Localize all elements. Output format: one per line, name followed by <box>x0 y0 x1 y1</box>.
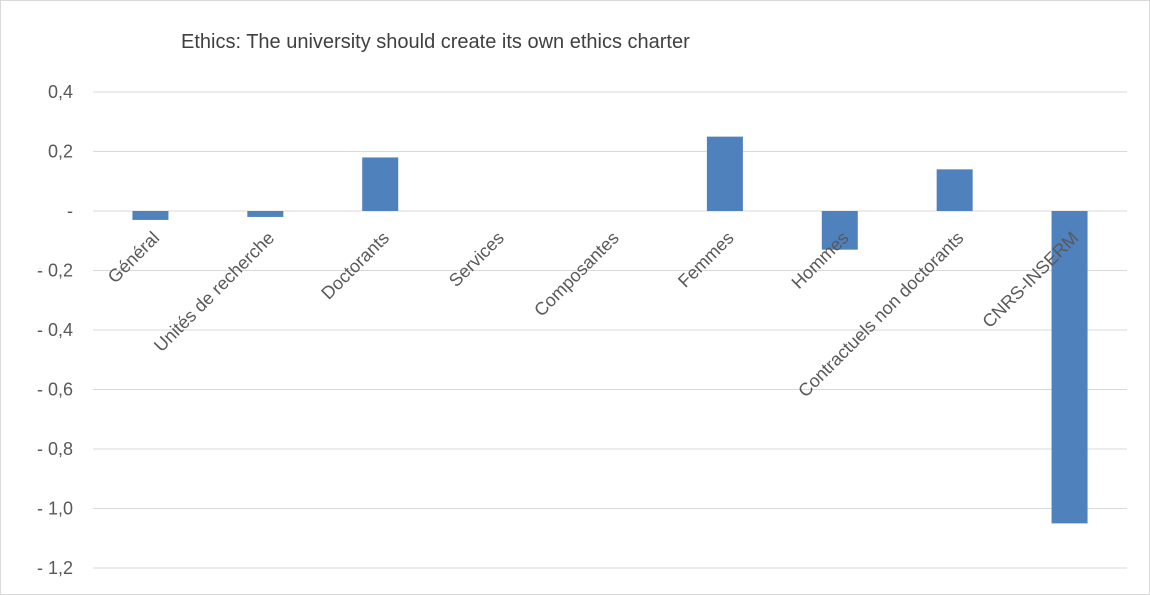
chart-title: Ethics: The university should create its… <box>181 31 690 53</box>
bar-8 <box>1051 211 1088 524</box>
y-tick-label: - 1,2 <box>37 558 73 578</box>
y-tick-label: 0,2 <box>48 142 73 162</box>
category-label: Composantes <box>530 228 623 321</box>
gridlines <box>93 91 1127 569</box>
y-tick-labels: 0,4 0,2 - - 0,2 - 0,4 - 0,6 - 0,8 - 1,0 - 1,2 <box>37 82 73 578</box>
y-tick-label: - <box>67 201 73 221</box>
bar-2 <box>362 157 399 211</box>
category-label: Services <box>445 228 508 291</box>
y-tick-label: - 0,6 <box>37 380 73 400</box>
bar-7 <box>936 169 973 211</box>
y-tick-label: - 1,0 <box>37 499 73 519</box>
bars <box>132 136 1088 524</box>
y-tick-label: - 0,4 <box>37 320 73 340</box>
category-label: Femmes <box>674 228 738 292</box>
category-label: Doctorants <box>317 228 393 304</box>
category-label: Unités de recherche <box>150 228 278 356</box>
category-label: Général <box>104 228 163 287</box>
bar-1 <box>247 211 284 217</box>
bar-6 <box>821 211 858 250</box>
y-tick-label: - 0,8 <box>37 439 73 459</box>
y-tick-label: - 0,2 <box>37 261 73 281</box>
y-tick-label: 0,4 <box>48 82 73 102</box>
bar-0 <box>132 211 169 220</box>
bar-5 <box>706 136 743 211</box>
category-label: Hommes <box>788 228 853 293</box>
